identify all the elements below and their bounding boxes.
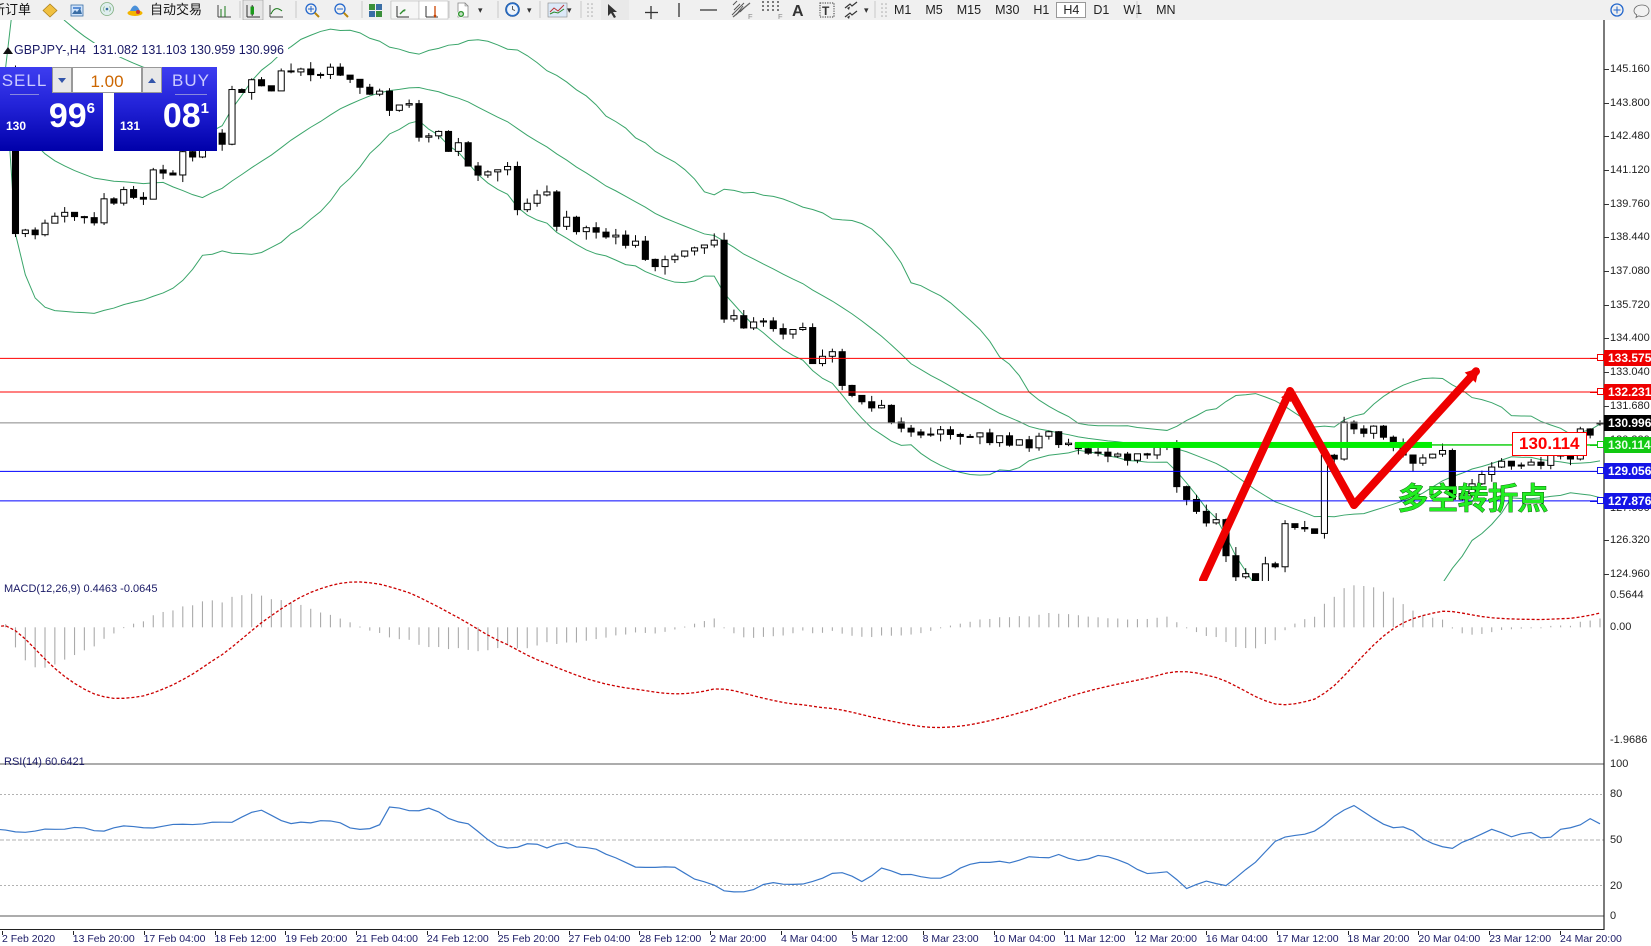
svg-text:多空转折点: 多空转折点	[1398, 483, 1548, 516]
